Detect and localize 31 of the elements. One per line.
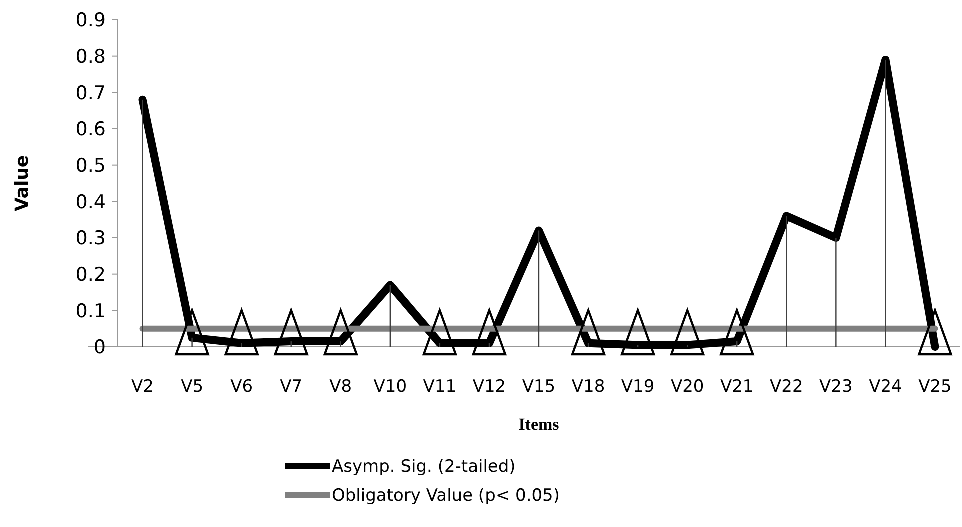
x-tick-label: V23 — [820, 377, 853, 397]
y-tick-label: 0.7 — [76, 82, 106, 104]
y-tick-label: 0.2 — [76, 264, 106, 286]
y-tick-label: 0.9 — [76, 10, 106, 32]
x-tick-label: V25 — [918, 377, 952, 397]
y-tick-label: 0.8 — [76, 46, 106, 68]
x-tick-label: V8 — [330, 377, 352, 397]
y-tick-label: 0.4 — [76, 191, 106, 214]
x-tick-label: V12 — [472, 377, 506, 397]
x-axis-title: Items — [518, 415, 560, 434]
y-tick-label: 0.3 — [76, 228, 106, 250]
x-tick-label: V2 — [132, 377, 154, 397]
y-tick-label: 0.6 — [76, 118, 106, 141]
x-tick-label: V15 — [522, 377, 556, 397]
x-tick-label: V18 — [572, 377, 606, 397]
x-tick-label: V5 — [181, 377, 204, 397]
y-tick-label: 0.5 — [76, 154, 106, 177]
legend-label: Asymp. Sig. (2-tailed) — [332, 456, 516, 477]
legend-label: Obligatory Value (p< 0.05) — [332, 486, 560, 506]
x-tick-label: V10 — [374, 377, 408, 397]
x-tick-label: V11 — [423, 377, 457, 397]
y-tick-label: 0.1 — [76, 300, 106, 322]
x-tick-label: V21 — [720, 377, 754, 397]
x-tick-label: V20 — [670, 377, 704, 397]
x-tick-label: V7 — [280, 377, 303, 397]
y-axis-title: Value — [12, 155, 33, 212]
x-tick-label: V19 — [621, 377, 655, 397]
x-tick-label: V24 — [869, 377, 902, 397]
x-tick-label: V6 — [230, 377, 254, 397]
y-tick-label: 0 — [94, 336, 106, 359]
x-tick-label: V22 — [770, 377, 804, 397]
